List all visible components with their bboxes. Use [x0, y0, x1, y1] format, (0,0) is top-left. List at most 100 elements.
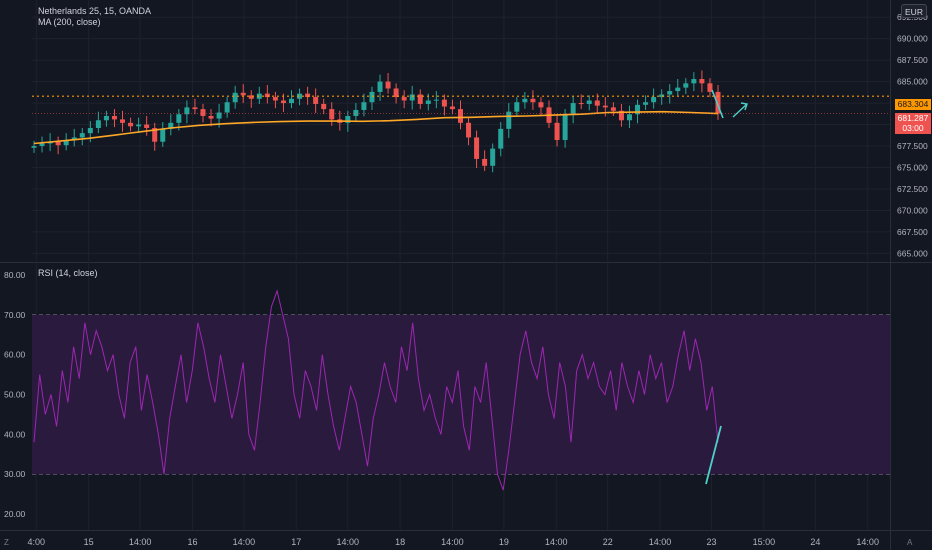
candle-body	[71, 137, 77, 141]
candle-body	[103, 115, 109, 121]
time-axis-label: 15:00	[753, 537, 776, 547]
candle-body	[216, 112, 222, 119]
time-axis-label: 24	[810, 537, 820, 547]
candle-body	[578, 103, 584, 105]
price-axis-label: 675.000	[897, 163, 928, 173]
price-axis-label: 665.000	[897, 248, 928, 258]
rsi-trend-drawing	[705, 425, 722, 485]
rsi-axis-label: 30.00	[4, 469, 26, 479]
rsi-axis-label: 70.00	[4, 310, 26, 320]
rsi-legend: RSI (14, close)	[38, 268, 102, 278]
candle-body	[417, 94, 423, 104]
time-axis-label: 14:00	[649, 537, 672, 547]
current-price-tag: 681.287	[895, 113, 931, 124]
candle-body	[498, 128, 504, 149]
candle-body	[635, 104, 641, 115]
candle-body	[562, 114, 568, 141]
countdown-tag: 03:00	[895, 123, 931, 134]
level-price-tag: 683.304	[895, 99, 931, 110]
candle-body	[120, 119, 126, 123]
rsi-label: RSI (14, close)	[38, 268, 98, 278]
candle-body	[168, 122, 174, 129]
candle-body	[514, 102, 520, 112]
candle-body	[264, 93, 270, 98]
candle-body	[618, 110, 624, 121]
auto-scale-button[interactable]: A	[907, 538, 913, 547]
ma-label: MA (200, close)	[38, 17, 101, 27]
time-axis-label: 14:00	[233, 537, 256, 547]
candle-body	[691, 79, 697, 84]
candle-body	[651, 97, 657, 103]
chart-overlay	[32, 89, 890, 145]
candle-body	[377, 81, 383, 92]
time-axis-label: 15	[84, 537, 94, 547]
candle-body	[329, 109, 335, 120]
candle-body	[297, 93, 303, 99]
candle-body	[361, 102, 367, 110]
candle-body	[490, 148, 496, 166]
rsi-axis-label: 80.00	[4, 270, 26, 280]
candle-body	[313, 97, 319, 104]
candle-body	[232, 92, 238, 103]
candle-body	[136, 124, 142, 127]
candle-body	[393, 88, 399, 98]
candle-body	[385, 81, 391, 89]
price-axis-label: 672.500	[897, 184, 928, 194]
rsi-series	[33, 289, 722, 491]
candle-body	[506, 111, 512, 129]
time-axis-label: 18	[395, 537, 405, 547]
candle-body	[667, 91, 673, 95]
candle-body	[626, 114, 632, 121]
rsi-axis-label: 60.00	[4, 350, 26, 360]
symbol-legend: Netherlands 25, 15, OANDA	[38, 6, 155, 16]
candle-body	[192, 107, 198, 110]
candle-body	[240, 92, 246, 96]
candle-body	[538, 102, 544, 108]
time-axis-label: 14:00	[336, 537, 359, 547]
arrow-drawing	[732, 103, 748, 118]
candle-body	[152, 127, 158, 142]
rsi-axis-label: 20.00	[4, 509, 26, 519]
candle-body	[409, 94, 415, 101]
candle-body	[321, 103, 327, 110]
candle-body	[256, 93, 262, 99]
candle-body	[586, 100, 592, 104]
candle-body	[610, 107, 616, 111]
candle-body	[184, 107, 190, 115]
candle-body	[659, 94, 665, 98]
price-axis-label: 690.000	[897, 34, 928, 44]
time-axis-label: 17	[291, 537, 301, 547]
time-axis-label: 14:00	[441, 537, 464, 547]
trend-line-drawing	[711, 89, 724, 119]
candle-body	[699, 79, 705, 84]
price-axis-label: 677.500	[897, 141, 928, 151]
rsi-band-fill	[32, 314, 890, 475]
arrow-head	[740, 102, 748, 111]
candle-body	[675, 87, 681, 92]
currency-button[interactable]: EUR	[901, 4, 927, 18]
candle-body	[55, 141, 61, 146]
candle-body	[272, 97, 278, 101]
time-axis-label: 22	[603, 537, 613, 547]
candle-body	[128, 122, 134, 127]
zoom-reset-button[interactable]: Z	[4, 538, 9, 547]
candle-body	[87, 127, 93, 134]
candle-body	[602, 105, 608, 108]
rsi-axis-label: 40.00	[4, 429, 26, 439]
candle-body	[200, 109, 206, 116]
candle-body	[522, 98, 528, 103]
rsi-axis-label: 50.00	[4, 390, 26, 400]
symbol-title: Netherlands 25, 15, OANDA	[38, 6, 152, 16]
candle-body	[433, 99, 439, 101]
time-axis-label: 14:00	[129, 537, 152, 547]
time-axis-label: 4:00	[28, 537, 46, 547]
price-axis-label: 685.000	[897, 77, 928, 87]
candle-body	[707, 83, 713, 92]
candle-body	[208, 115, 214, 119]
ma-line	[33, 110, 719, 145]
candle-body	[111, 115, 117, 120]
candle-body	[530, 98, 536, 103]
candle-body	[369, 91, 375, 103]
candle-body	[31, 146, 37, 148]
